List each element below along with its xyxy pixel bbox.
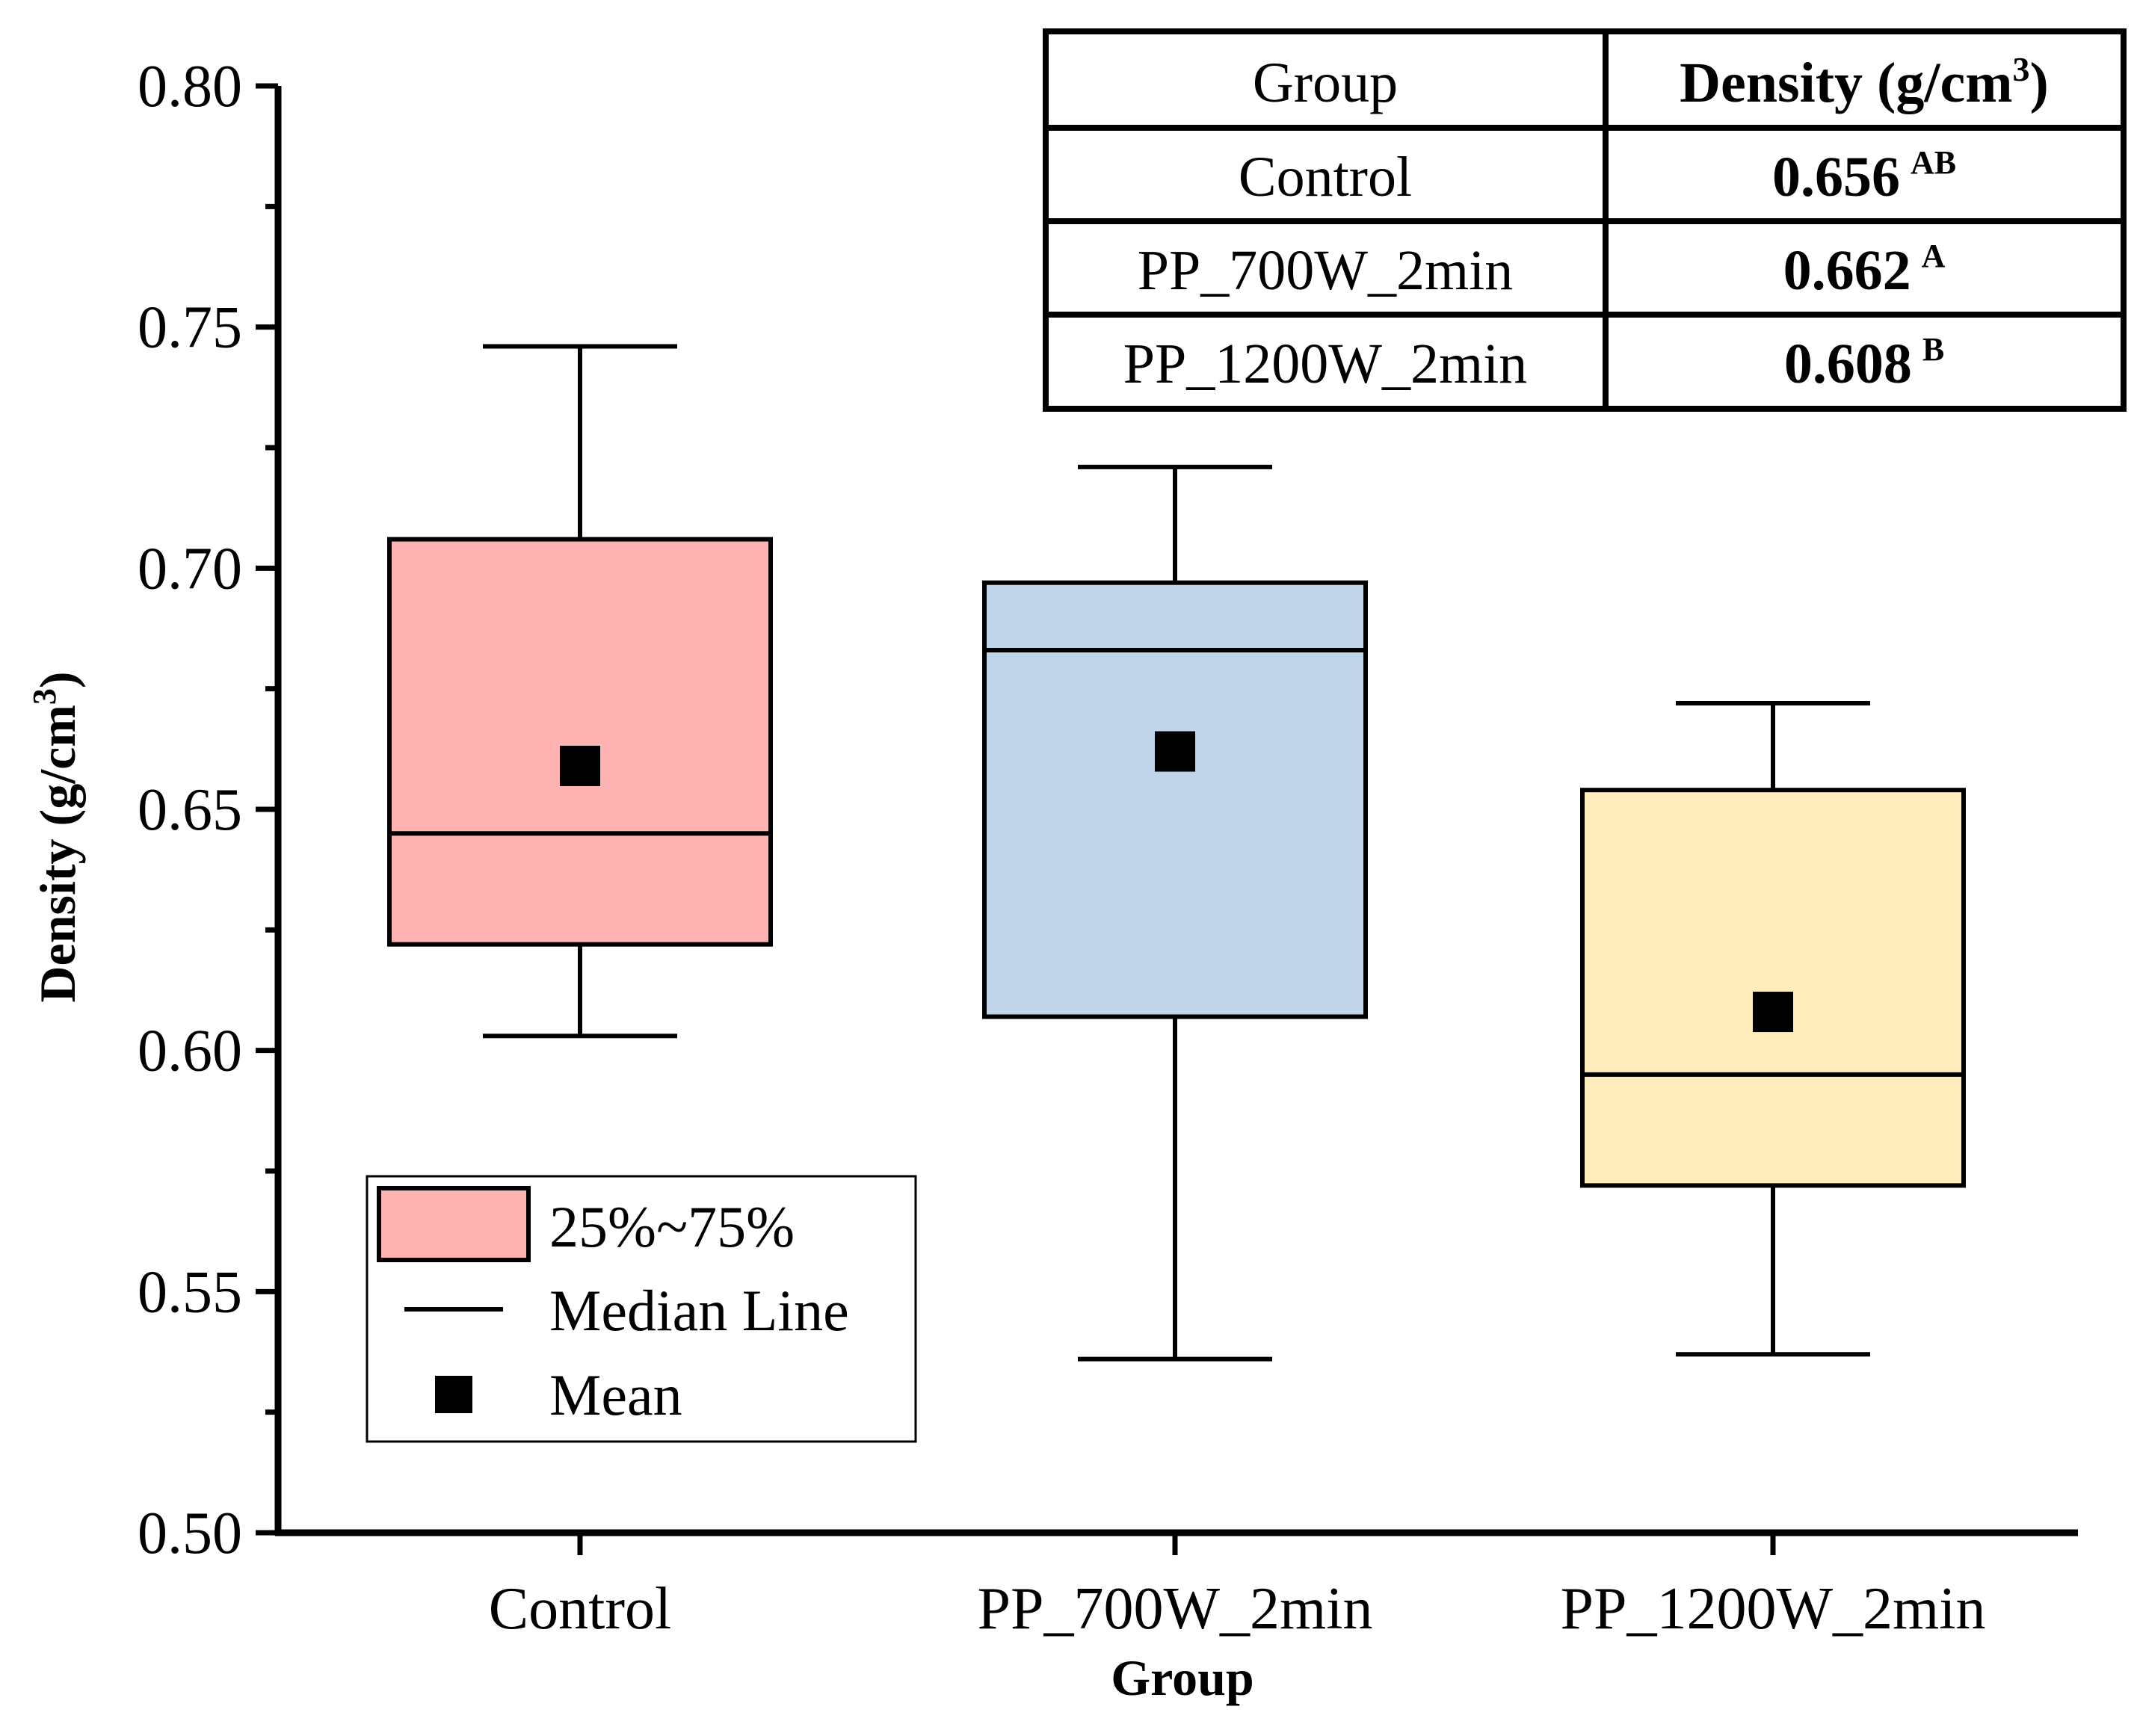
table-cell-group: PP_1200W_2min xyxy=(1123,333,1528,395)
plot-area xyxy=(387,344,1966,1362)
y-axis-title-sup: 3 xyxy=(26,688,63,705)
y-tick-label: 0.70 xyxy=(138,536,242,602)
iqr-box xyxy=(387,537,773,947)
box-group xyxy=(1580,701,1966,1357)
box-group xyxy=(387,344,773,1039)
y-tick-label: 0.80 xyxy=(138,54,242,120)
legend-box-swatch xyxy=(377,1186,531,1262)
box-group xyxy=(982,464,1368,1362)
x-tick-label: PP_700W_2min xyxy=(978,1576,1373,1642)
x-axis-title: Group xyxy=(1111,1649,1253,1706)
mean-marker xyxy=(1753,992,1793,1033)
y-tick-label: 0.55 xyxy=(138,1259,242,1325)
iqr-box xyxy=(1580,788,1966,1188)
y-axis-title: Density (g/cm3) xyxy=(26,671,86,1002)
mean-marker xyxy=(1155,731,1195,772)
x-tick-label: Control xyxy=(489,1576,671,1642)
y-tick-label: 0.60 xyxy=(138,1019,242,1084)
density-table: Group Density (g/cm3) Control 0.656 AB PP… xyxy=(1043,28,2127,412)
legend: 25%~75% Median Line Mean xyxy=(366,1175,917,1443)
legend-label-box: 25%~75% xyxy=(549,1194,795,1259)
table-cell-group: Control xyxy=(1239,146,1412,208)
table-cell-value: 0.662 A xyxy=(1783,238,1946,302)
legend-label-median: Median Line xyxy=(549,1278,849,1343)
y-tick-label: 0.75 xyxy=(138,295,242,361)
legend-mean-swatch xyxy=(435,1376,472,1413)
x-tick-label: PP_1200W_2min xyxy=(1561,1576,1986,1642)
mean-marker xyxy=(560,745,600,786)
table-header-density: Density (g/cm3) xyxy=(1680,50,2049,114)
table-header-group: Group xyxy=(1253,52,1398,114)
table-cell-value: 0.608 B xyxy=(1784,331,1944,395)
iqr-box xyxy=(982,580,1368,1019)
y-tick-label: 0.65 xyxy=(138,777,242,843)
axes: 0.50 0.55 0.60 0.65 0.70 0.75 0.80 Control PP_70… xyxy=(138,54,2078,1642)
table-cell-group: PP_700W_2min xyxy=(1138,239,1514,302)
legend-label-mean: Mean xyxy=(549,1362,682,1427)
table-cell-value: 0.656 AB xyxy=(1772,144,1956,208)
y-tick-label: 0.50 xyxy=(138,1501,242,1566)
